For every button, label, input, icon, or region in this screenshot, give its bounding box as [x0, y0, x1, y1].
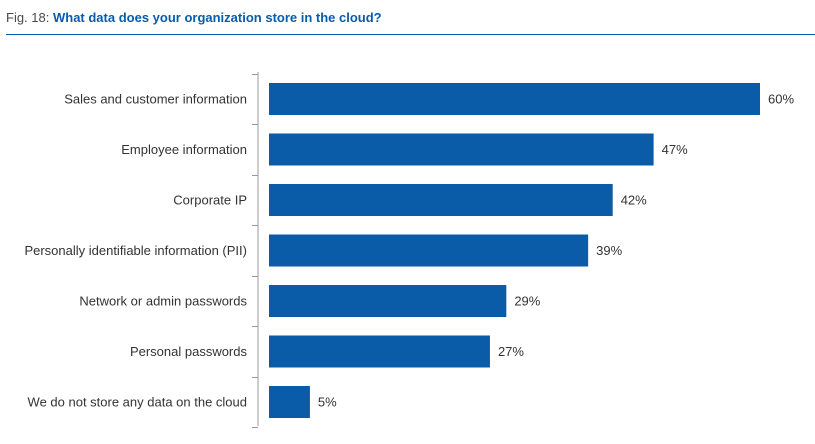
category-label: Personal passwords	[130, 344, 248, 359]
bar	[269, 285, 507, 317]
bar	[269, 335, 490, 368]
category-label: Employee information	[121, 142, 247, 157]
axis-layer	[252, 72, 259, 428]
bar	[269, 386, 310, 418]
category-label: Personally identifiable information (PII…	[24, 243, 247, 258]
value-label: 5%	[318, 395, 337, 410]
figure-header: Fig. 18: What data does your organizatio…	[6, 10, 382, 25]
value-label: 27%	[498, 344, 524, 359]
bar	[269, 83, 760, 115]
bar	[269, 133, 654, 166]
figure-number: Fig. 18:	[6, 10, 50, 25]
category-label: We do not store any data on the cloud	[28, 395, 247, 410]
bar	[269, 234, 589, 267]
category-label: Corporate IP	[173, 193, 247, 208]
bar	[269, 184, 613, 216]
bars-layer: Sales and customer information 60% Employe…	[24, 83, 794, 418]
value-label: 42%	[621, 193, 647, 208]
value-label: 39%	[596, 243, 622, 258]
value-label: 47%	[662, 142, 688, 157]
category-label: Sales and customer information	[64, 92, 247, 107]
header-divider	[6, 34, 815, 35]
value-label: 60%	[768, 92, 794, 107]
value-label: 29%	[514, 294, 540, 309]
category-label: Network or admin passwords	[79, 294, 247, 309]
chart-title: What data does your organization store i…	[52, 10, 382, 25]
